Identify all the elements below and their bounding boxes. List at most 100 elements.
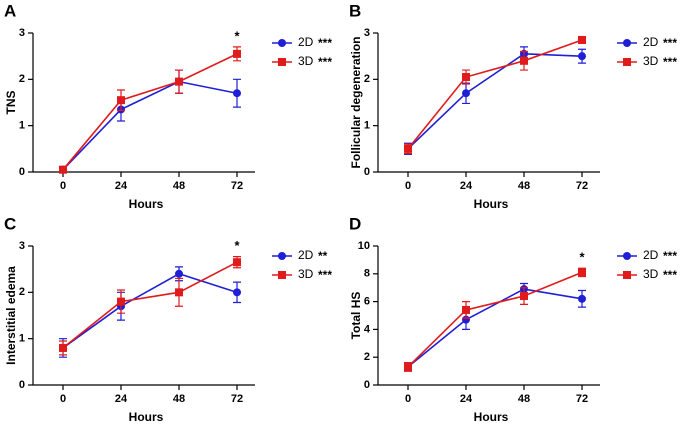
x-tick-label: 24: [115, 180, 128, 192]
panel: C Interstitial edema Hours 0 1 2 3 0 24 48 72 2D ** 3…: [4, 214, 332, 424]
x-tick-label: 48: [518, 393, 530, 405]
y-axis-label: Interstitial edema: [4, 266, 18, 365]
marker: [578, 35, 586, 44]
x-tick-label: 72: [231, 393, 243, 405]
series-line: [62, 272, 238, 349]
legend-marker: [278, 252, 286, 260]
x-tick-label: 24: [115, 393, 128, 405]
marker: [175, 77, 183, 86]
marker: [578, 294, 586, 303]
marker: [520, 292, 528, 301]
marker: [462, 305, 470, 314]
legend-significance: ***: [318, 36, 332, 50]
x-tick-label: 0: [60, 180, 66, 192]
x-axis-label: Hours: [129, 410, 164, 424]
x-tick-label: 48: [173, 180, 185, 192]
legend-significance: ***: [663, 268, 677, 282]
marker: [175, 288, 183, 297]
marker: [175, 269, 183, 278]
y-tick-label: 0: [364, 166, 370, 178]
marker: [233, 49, 241, 58]
panel: B Follicular degeneration Hours 0 1 2 3 0 24 48 72…: [349, 1, 677, 211]
y-tick-label: 4: [364, 323, 371, 335]
legend-label: 3D: [643, 54, 659, 68]
legend-label: 3D: [643, 267, 659, 281]
marker: [404, 362, 412, 371]
series-line: [407, 288, 583, 368]
series-line: [407, 53, 583, 150]
legend-marker: [278, 271, 286, 279]
marker: [578, 268, 586, 277]
marker: [462, 89, 470, 98]
series-line: [62, 53, 238, 171]
panel-label: B: [349, 1, 361, 20]
x-axis-label: Hours: [129, 197, 164, 211]
y-tick-label: 3: [364, 27, 370, 39]
annotation: *: [234, 28, 240, 43]
y-tick-label: 0: [19, 379, 25, 391]
legend-significance: ***: [663, 36, 677, 50]
x-tick-label: 72: [576, 180, 588, 192]
legend-marker: [278, 39, 286, 47]
marker: [117, 96, 125, 105]
series-line: [62, 261, 238, 349]
x-tick-label: 24: [460, 180, 473, 192]
legend-marker: [623, 252, 631, 260]
y-tick-label: 0: [19, 166, 25, 178]
series-line: [407, 271, 583, 368]
y-tick-label: 1: [364, 120, 370, 132]
legend-significance: ***: [318, 268, 332, 282]
panel-label: A: [4, 1, 16, 20]
legend-significance: ***: [318, 55, 332, 69]
x-tick-label: 48: [518, 180, 530, 192]
legend-label: 2D: [643, 35, 659, 49]
legend-marker: [623, 271, 631, 279]
y-tick-label: 2: [364, 73, 370, 85]
y-axis-label: TNS: [4, 91, 18, 115]
series-line: [62, 80, 238, 171]
y-axis-label: Total HS: [349, 292, 363, 340]
legend-significance: ***: [663, 55, 677, 69]
marker: [233, 89, 241, 98]
marker: [233, 288, 241, 297]
x-axis-label: Hours: [474, 410, 509, 424]
legend-significance: ***: [663, 249, 677, 263]
x-axis-label: Hours: [474, 197, 509, 211]
legend-marker: [623, 58, 631, 66]
x-tick-label: 0: [405, 393, 411, 405]
annotation: *: [234, 238, 240, 253]
y-tick-label: 0: [364, 379, 370, 391]
y-tick-label: 1: [19, 333, 25, 345]
y-tick-label: 3: [19, 240, 25, 252]
x-tick-label: 0: [60, 393, 66, 405]
panel-label: C: [4, 214, 16, 233]
panel-label: D: [349, 214, 361, 233]
y-tick-label: 1: [19, 120, 25, 132]
marker: [59, 343, 67, 352]
y-axis-label: Follicular degeneration: [349, 36, 363, 168]
annotation: *: [579, 250, 585, 265]
marker: [117, 297, 125, 306]
x-tick-label: 0: [405, 180, 411, 192]
y-tick-label: 2: [364, 351, 370, 363]
y-tick-label: 2: [19, 73, 25, 85]
x-tick-label: 48: [173, 393, 185, 405]
legend-marker: [623, 39, 631, 47]
y-tick-label: 10: [358, 240, 370, 252]
x-tick-label: 24: [460, 393, 473, 405]
y-tick-label: 8: [364, 268, 370, 280]
x-tick-label: 72: [576, 393, 588, 405]
legend-label: 2D: [298, 248, 314, 262]
legend-label: 2D: [298, 35, 314, 49]
marker: [578, 52, 586, 61]
marker: [233, 258, 241, 267]
y-tick-label: 2: [19, 286, 25, 298]
marker: [462, 315, 470, 324]
y-tick-label: 6: [364, 296, 370, 308]
marker: [404, 144, 412, 153]
marker: [520, 56, 528, 65]
x-tick-label: 72: [231, 180, 243, 192]
